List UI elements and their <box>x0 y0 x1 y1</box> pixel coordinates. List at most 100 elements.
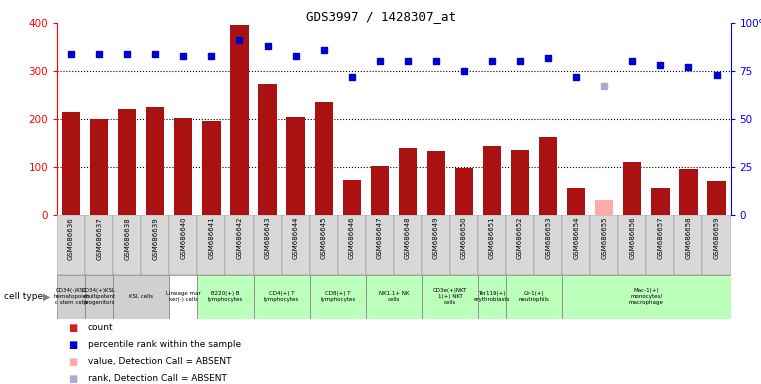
Bar <box>539 137 557 215</box>
Bar <box>567 188 585 215</box>
Text: GSM686644: GSM686644 <box>292 217 298 259</box>
Bar <box>286 117 304 215</box>
Text: GDS3997 / 1428307_at: GDS3997 / 1428307_at <box>305 10 456 23</box>
FancyBboxPatch shape <box>478 215 506 275</box>
Text: ■: ■ <box>68 357 78 367</box>
Bar <box>399 148 417 215</box>
Text: GSM686643: GSM686643 <box>265 217 271 260</box>
Text: B220(+) B
lymphocytes: B220(+) B lymphocytes <box>208 291 243 302</box>
Text: GSM686657: GSM686657 <box>658 217 664 260</box>
FancyBboxPatch shape <box>674 215 702 275</box>
FancyBboxPatch shape <box>310 275 366 319</box>
Bar <box>314 102 333 215</box>
Text: CD34(+)KSL
multipotent
progenitors: CD34(+)KSL multipotent progenitors <box>82 288 116 305</box>
FancyBboxPatch shape <box>562 215 591 275</box>
FancyBboxPatch shape <box>113 215 142 275</box>
FancyBboxPatch shape <box>142 215 169 275</box>
Bar <box>651 188 670 215</box>
FancyBboxPatch shape <box>197 215 225 275</box>
FancyBboxPatch shape <box>282 215 310 275</box>
Bar <box>371 166 389 215</box>
Text: GSM686648: GSM686648 <box>405 217 411 260</box>
FancyBboxPatch shape <box>506 275 562 319</box>
FancyBboxPatch shape <box>506 215 534 275</box>
FancyBboxPatch shape <box>85 215 113 275</box>
Bar <box>455 168 473 215</box>
Text: cell type: cell type <box>4 292 43 301</box>
Text: GSM686645: GSM686645 <box>320 217 326 259</box>
Bar <box>118 109 136 215</box>
Text: GSM686652: GSM686652 <box>517 217 523 259</box>
Text: GSM686638: GSM686638 <box>124 217 130 260</box>
Text: GSM686640: GSM686640 <box>180 217 186 260</box>
FancyBboxPatch shape <box>591 215 618 275</box>
Text: ■: ■ <box>68 340 78 350</box>
Text: Ter119(+)
erythroblasts: Ter119(+) erythroblasts <box>474 291 510 302</box>
FancyBboxPatch shape <box>366 275 422 319</box>
FancyBboxPatch shape <box>310 215 338 275</box>
FancyBboxPatch shape <box>562 275 731 319</box>
FancyBboxPatch shape <box>169 275 197 319</box>
Text: GSM686641: GSM686641 <box>209 217 215 260</box>
Text: ■: ■ <box>68 323 78 333</box>
Text: Lineage mar
ker(-) cells: Lineage mar ker(-) cells <box>166 291 201 302</box>
Text: Gr-1(+)
neutrophils: Gr-1(+) neutrophils <box>519 291 549 302</box>
FancyBboxPatch shape <box>253 275 310 319</box>
Text: GSM686653: GSM686653 <box>545 217 551 260</box>
FancyBboxPatch shape <box>422 275 478 319</box>
Text: Mac-1(+)
monocytes/
macrophage: Mac-1(+) monocytes/ macrophage <box>629 288 664 305</box>
Bar <box>342 180 361 215</box>
Text: NK1.1+ NK
cells: NK1.1+ NK cells <box>378 291 409 302</box>
Bar <box>595 200 613 215</box>
FancyBboxPatch shape <box>450 215 478 275</box>
Bar <box>708 182 726 215</box>
Bar <box>231 25 249 215</box>
Text: GSM686656: GSM686656 <box>629 217 635 260</box>
Text: GSM686647: GSM686647 <box>377 217 383 260</box>
FancyBboxPatch shape <box>702 215 731 275</box>
FancyBboxPatch shape <box>57 215 85 275</box>
FancyBboxPatch shape <box>646 215 674 275</box>
Text: value, Detection Call = ABSENT: value, Detection Call = ABSENT <box>88 357 231 366</box>
Text: CD8(+) T
lymphocytes: CD8(+) T lymphocytes <box>320 291 355 302</box>
Text: GSM686649: GSM686649 <box>433 217 439 260</box>
Bar <box>90 119 108 215</box>
Bar <box>483 146 501 215</box>
Text: CD3e(+)NKT
1(+) NKT
cells: CD3e(+)NKT 1(+) NKT cells <box>433 288 467 305</box>
Text: CD34(-)KSL
hematopoiet
c stem cells: CD34(-)KSL hematopoiet c stem cells <box>53 288 89 305</box>
FancyBboxPatch shape <box>338 215 366 275</box>
Text: GSM686651: GSM686651 <box>489 217 495 260</box>
FancyBboxPatch shape <box>478 275 506 319</box>
FancyBboxPatch shape <box>253 215 282 275</box>
FancyBboxPatch shape <box>169 215 197 275</box>
Text: GSM686655: GSM686655 <box>601 217 607 259</box>
FancyBboxPatch shape <box>618 215 646 275</box>
Text: GSM686639: GSM686639 <box>152 217 158 260</box>
Text: GSM686650: GSM686650 <box>461 217 467 260</box>
Bar <box>427 151 445 215</box>
Text: KSL cells: KSL cells <box>129 294 153 299</box>
Bar <box>511 150 529 215</box>
Text: GSM686658: GSM686658 <box>686 217 692 260</box>
Text: ■: ■ <box>68 374 78 384</box>
Text: rank, Detection Call = ABSENT: rank, Detection Call = ABSENT <box>88 374 226 383</box>
FancyBboxPatch shape <box>534 215 562 275</box>
FancyBboxPatch shape <box>393 215 422 275</box>
Bar <box>146 107 164 215</box>
FancyBboxPatch shape <box>113 275 169 319</box>
Bar <box>174 118 193 215</box>
FancyBboxPatch shape <box>225 215 253 275</box>
Text: GSM686646: GSM686646 <box>349 217 355 260</box>
FancyBboxPatch shape <box>366 215 393 275</box>
Bar <box>259 84 277 215</box>
Text: GSM686636: GSM686636 <box>68 217 74 260</box>
Text: GSM686659: GSM686659 <box>714 217 720 260</box>
Bar <box>623 162 642 215</box>
FancyBboxPatch shape <box>85 275 113 319</box>
Text: ▶: ▶ <box>43 291 51 302</box>
Text: count: count <box>88 323 113 331</box>
Bar <box>62 112 80 215</box>
Text: GSM686637: GSM686637 <box>96 217 102 260</box>
Text: GSM686642: GSM686642 <box>237 217 243 259</box>
Text: CD4(+) T
lymphocytes: CD4(+) T lymphocytes <box>264 291 299 302</box>
